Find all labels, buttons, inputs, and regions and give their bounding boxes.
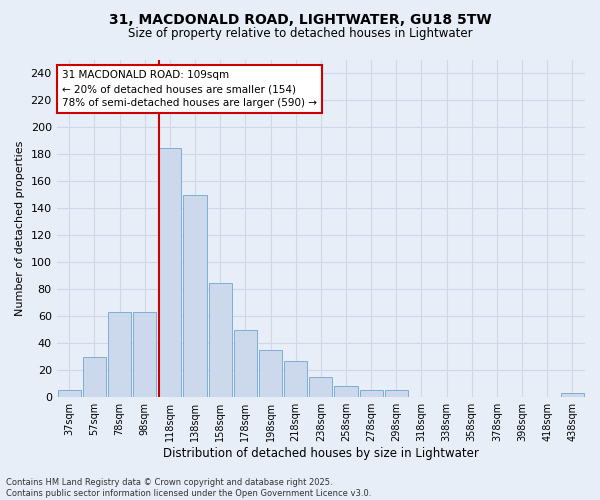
Bar [385,390,408,397]
Bar [284,361,307,397]
Bar [209,282,232,397]
Bar [83,356,106,397]
X-axis label: Distribution of detached houses by size in Lightwater: Distribution of detached houses by size … [163,447,479,460]
Bar [259,350,282,397]
Bar [158,148,181,397]
Text: Size of property relative to detached houses in Lightwater: Size of property relative to detached ho… [128,28,472,40]
Bar [133,312,156,397]
Text: 31, MACDONALD ROAD, LIGHTWATER, GU18 5TW: 31, MACDONALD ROAD, LIGHTWATER, GU18 5TW [109,12,491,26]
Bar [234,330,257,397]
Bar [561,393,584,397]
Text: 31 MACDONALD ROAD: 109sqm
← 20% of detached houses are smaller (154)
78% of semi: 31 MACDONALD ROAD: 109sqm ← 20% of detac… [62,70,317,108]
Bar [359,390,383,397]
Bar [309,377,332,397]
Bar [58,390,81,397]
Text: Contains HM Land Registry data © Crown copyright and database right 2025.
Contai: Contains HM Land Registry data © Crown c… [6,478,371,498]
Bar [108,312,131,397]
Bar [184,195,206,397]
Y-axis label: Number of detached properties: Number of detached properties [15,141,25,316]
Bar [334,386,358,397]
